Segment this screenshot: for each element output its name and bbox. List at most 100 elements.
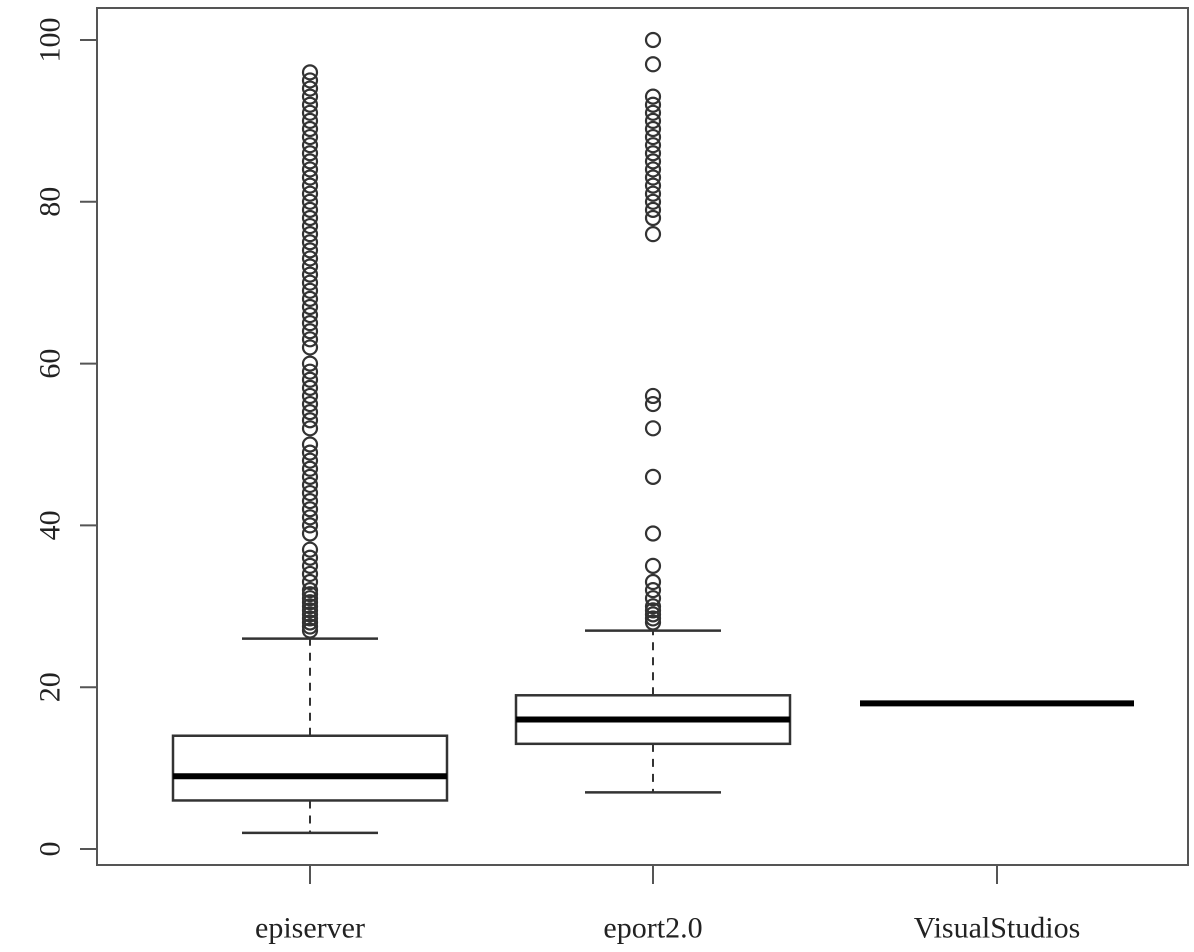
box-episerver bbox=[171, 64, 449, 835]
outlier-point bbox=[301, 363, 319, 380]
outlier-point bbox=[301, 573, 319, 591]
outlier-point bbox=[644, 226, 662, 243]
y-tick-label: 40 bbox=[34, 510, 67, 540]
outlier-point bbox=[644, 201, 662, 218]
outlier-point bbox=[644, 104, 662, 121]
outlier-point bbox=[301, 493, 319, 510]
outlier-point bbox=[644, 525, 662, 542]
outlier-point bbox=[301, 395, 319, 413]
outlier-point bbox=[301, 436, 319, 453]
outlier-point bbox=[301, 509, 319, 526]
outlier-point bbox=[644, 557, 662, 574]
outlier-point bbox=[301, 112, 319, 130]
outlier-point bbox=[644, 395, 662, 413]
outlier-point bbox=[301, 315, 319, 332]
outlier-point bbox=[644, 112, 662, 130]
outlier-point bbox=[644, 193, 662, 210]
iqr-box bbox=[171, 734, 449, 802]
outlier-point bbox=[644, 88, 662, 105]
outlier-point bbox=[301, 323, 319, 340]
y-tick-label: 80 bbox=[34, 187, 67, 217]
outlier-point bbox=[644, 468, 662, 485]
outlier-point bbox=[301, 549, 319, 566]
outlier-point bbox=[301, 80, 319, 97]
outlier-point bbox=[301, 404, 319, 421]
outlier-point bbox=[301, 242, 319, 259]
box-eport2.0 bbox=[514, 31, 792, 794]
outlier-point bbox=[301, 161, 319, 178]
outlier-point bbox=[301, 226, 319, 243]
outlier-point bbox=[644, 56, 662, 73]
outlier-point bbox=[301, 104, 319, 121]
outlier-point bbox=[301, 452, 319, 469]
outlier-point bbox=[301, 468, 319, 485]
outlier-point bbox=[301, 193, 319, 210]
x-tick-label: eport2.0 bbox=[603, 912, 702, 945]
y-tick-label: 20 bbox=[34, 672, 67, 702]
outlier-point bbox=[301, 64, 319, 81]
outlier-point bbox=[644, 573, 662, 591]
outlier-point bbox=[301, 137, 319, 154]
outlier-point bbox=[644, 582, 662, 599]
outlier-point bbox=[644, 209, 662, 227]
outlier-point bbox=[301, 371, 319, 388]
outlier-point bbox=[301, 387, 319, 405]
outlier-point bbox=[301, 484, 319, 502]
outlier-point bbox=[301, 557, 319, 574]
outlier-point bbox=[301, 582, 319, 599]
y-axis: 0 20 40 60 80 100 bbox=[34, 18, 98, 857]
y-tick-label: 0 bbox=[34, 842, 67, 857]
outlier-point bbox=[644, 31, 662, 49]
outlier-point bbox=[644, 420, 662, 437]
outlier-point bbox=[301, 282, 319, 299]
outlier-point bbox=[301, 460, 319, 477]
outlier-point bbox=[301, 250, 319, 267]
y-tick-label: 60 bbox=[34, 349, 67, 379]
outlier-point bbox=[301, 96, 319, 113]
outlier-point bbox=[301, 525, 319, 542]
outlier-point bbox=[301, 420, 319, 437]
outlier-point bbox=[644, 185, 662, 202]
outlier-point bbox=[301, 177, 319, 194]
outlier-point bbox=[644, 96, 662, 113]
outlier-point bbox=[644, 177, 662, 194]
outlier-point bbox=[301, 209, 319, 227]
outlier-point bbox=[301, 298, 319, 316]
outlier-point bbox=[301, 541, 319, 558]
x-tick-label: episerver bbox=[255, 912, 365, 945]
outlier-point bbox=[301, 258, 319, 275]
outlier-point bbox=[301, 379, 319, 396]
outlier-point bbox=[301, 72, 319, 89]
outlier-point bbox=[644, 598, 662, 615]
outlier-point bbox=[644, 128, 662, 146]
outlier-point bbox=[301, 444, 319, 461]
outlier-point bbox=[301, 266, 319, 283]
x-axis: episerver eport2.0 VisualStudios bbox=[255, 865, 1080, 945]
outlier-point bbox=[301, 185, 319, 202]
outlier-point bbox=[301, 290, 319, 307]
outlier-point bbox=[644, 169, 662, 186]
outlier-point bbox=[301, 120, 319, 138]
outlier-point bbox=[301, 201, 319, 218]
box-series bbox=[171, 31, 1134, 835]
outlier-point bbox=[301, 217, 319, 235]
outlier-point bbox=[644, 161, 662, 178]
outlier-point bbox=[301, 412, 319, 429]
outlier-point bbox=[301, 501, 319, 518]
outlier-point bbox=[301, 234, 319, 251]
outlier-point bbox=[301, 339, 319, 356]
outlier-point bbox=[644, 153, 662, 170]
outlier-point bbox=[644, 590, 662, 607]
outlier-point bbox=[301, 169, 319, 186]
x-tick-label: VisualStudios bbox=[914, 912, 1081, 945]
outlier-point bbox=[644, 120, 662, 138]
outlier-point bbox=[301, 88, 319, 105]
y-tick-label: 100 bbox=[34, 18, 67, 63]
outlier-point bbox=[301, 128, 319, 146]
outlier-point bbox=[301, 274, 319, 291]
outlier-point bbox=[301, 331, 319, 348]
outlier-point bbox=[301, 355, 319, 372]
outlier-point bbox=[301, 476, 319, 494]
